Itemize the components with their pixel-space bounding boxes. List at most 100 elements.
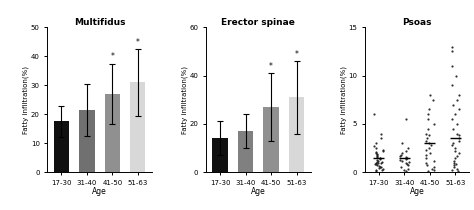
- Point: [423, 164, 431, 167]
- Point: [456, 140, 463, 143]
- Point: [379, 168, 386, 171]
- Point: [422, 140, 429, 143]
- Point: [449, 127, 456, 130]
- Point: [453, 132, 460, 135]
- Point: [429, 98, 437, 101]
- Point: [372, 150, 380, 154]
- Point: [428, 168, 436, 171]
- Point: [454, 168, 461, 171]
- Point: [451, 113, 459, 116]
- Point: [373, 155, 381, 158]
- Point: [404, 168, 411, 171]
- Point: [455, 93, 462, 97]
- Point: [403, 162, 410, 165]
- Text: *: *: [269, 62, 273, 71]
- Point: [453, 98, 461, 101]
- Point: [376, 156, 383, 159]
- Point: [372, 151, 379, 155]
- Point: [426, 134, 433, 137]
- Point: [455, 134, 463, 137]
- Point: [453, 122, 460, 126]
- Point: [422, 156, 429, 159]
- Point: [454, 154, 461, 158]
- Point: [430, 122, 438, 126]
- Point: [373, 158, 381, 161]
- Point: [449, 142, 456, 145]
- Bar: [79, 110, 94, 172]
- Point: [425, 146, 432, 150]
- Point: [375, 165, 383, 168]
- Point: [449, 103, 457, 106]
- Title: Multifidus: Multifidus: [74, 17, 125, 26]
- Point: [398, 166, 405, 169]
- Point: [424, 127, 432, 130]
- Point: [448, 143, 456, 147]
- Point: [377, 166, 385, 169]
- Bar: [54, 121, 69, 172]
- Point: [430, 159, 438, 162]
- Point: [453, 162, 460, 165]
- Point: [455, 108, 463, 111]
- Title: Erector spinae: Erector spinae: [221, 17, 295, 26]
- Point: [424, 117, 432, 121]
- Point: [451, 146, 458, 150]
- Bar: [105, 94, 120, 172]
- Bar: [238, 131, 253, 172]
- X-axis label: Age: Age: [251, 187, 266, 196]
- Point: [402, 157, 410, 160]
- Point: [456, 151, 463, 155]
- Point: [375, 167, 383, 170]
- Point: [377, 161, 385, 164]
- Point: [402, 169, 410, 173]
- Point: [379, 149, 387, 153]
- Y-axis label: Fatty infiltration(%): Fatty infiltration(%): [182, 66, 188, 134]
- Point: [371, 113, 378, 116]
- Point: [423, 137, 431, 140]
- Point: [422, 148, 430, 152]
- Point: [430, 166, 438, 169]
- Point: [396, 158, 404, 161]
- Bar: [289, 97, 304, 172]
- Point: [371, 162, 379, 165]
- Point: [422, 132, 429, 135]
- Point: [372, 146, 380, 150]
- Point: [402, 149, 410, 153]
- Bar: [212, 138, 228, 172]
- Point: [450, 161, 458, 164]
- Point: [424, 113, 431, 116]
- Point: [404, 156, 411, 159]
- Bar: [130, 82, 146, 172]
- Point: [401, 169, 408, 172]
- Point: [378, 132, 385, 135]
- Point: [376, 156, 383, 159]
- Point: [448, 169, 456, 172]
- Point: [398, 159, 406, 162]
- Point: [372, 163, 380, 166]
- Point: [426, 93, 434, 97]
- Point: [451, 159, 458, 162]
- Point: [456, 137, 463, 140]
- Point: [373, 153, 380, 156]
- Point: [405, 160, 412, 163]
- Point: [448, 84, 456, 87]
- Point: [427, 151, 434, 155]
- Title: Psoas: Psoas: [402, 17, 432, 26]
- Point: [373, 169, 380, 172]
- Point: [450, 166, 458, 169]
- Point: [373, 169, 380, 173]
- Point: [379, 148, 387, 152]
- Point: [430, 169, 438, 172]
- X-axis label: Age: Age: [92, 187, 107, 196]
- Point: [373, 164, 381, 167]
- Point: [422, 153, 430, 156]
- Point: [452, 156, 459, 159]
- Point: [425, 142, 433, 145]
- Point: [398, 142, 405, 145]
- Point: [450, 164, 458, 167]
- Point: [378, 169, 386, 172]
- Bar: [264, 107, 279, 172]
- Point: [396, 154, 404, 158]
- Point: [404, 164, 411, 167]
- Point: [428, 143, 435, 147]
- Point: [424, 169, 432, 173]
